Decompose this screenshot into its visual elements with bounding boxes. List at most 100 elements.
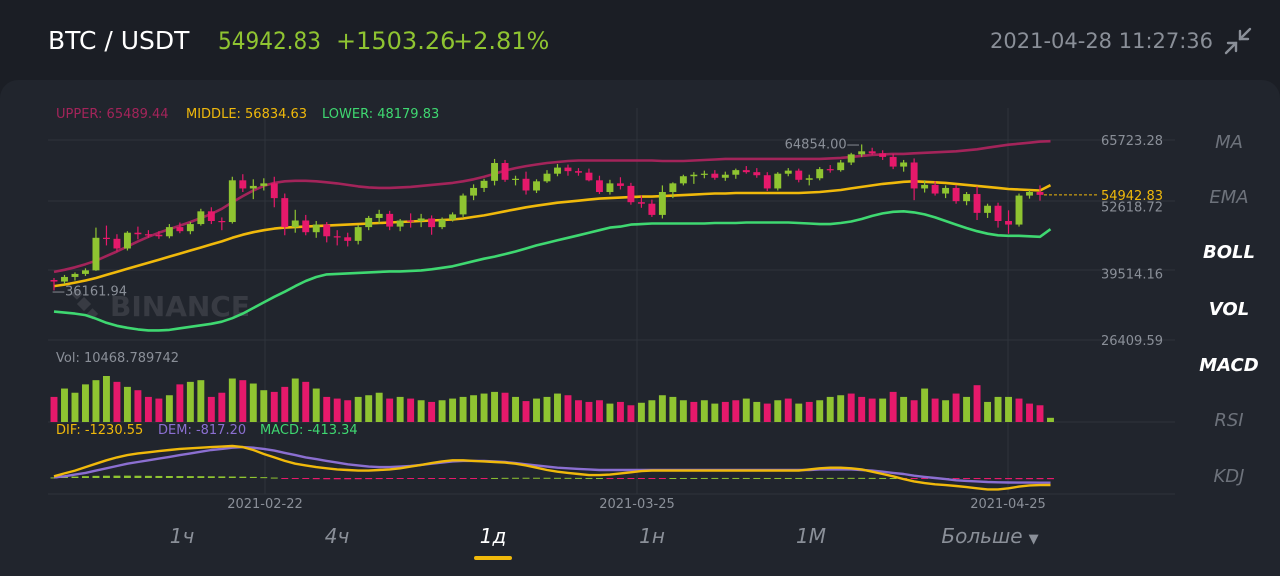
- candle-body: [921, 184, 929, 189]
- candle: [679, 174, 687, 186]
- candle: [564, 164, 572, 176]
- timeframe-tab[interactable]: 1М: [796, 524, 826, 548]
- candle: [1036, 185, 1044, 201]
- candle-body: [239, 180, 247, 189]
- volume-bar: [155, 398, 163, 422]
- volume-bar: [522, 401, 530, 422]
- volume-bar: [942, 400, 950, 422]
- candle: [858, 144, 866, 157]
- candle: [71, 272, 79, 281]
- indicator-ema[interactable]: EMA: [1209, 187, 1249, 208]
- candle: [900, 159, 908, 172]
- candle-body: [763, 175, 771, 189]
- macd-histogram-bar: [92, 475, 100, 478]
- candle: [407, 213, 415, 228]
- timeframe-tab[interactable]: 1н: [639, 524, 665, 548]
- candlestick-chart[interactable]: BINANCE UPPER: 65489.44 MIDDLE: 56834.63…: [0, 80, 1190, 520]
- macd-histogram-bar: [805, 477, 813, 479]
- timeframe-tab-label: Больше: [941, 524, 1023, 548]
- volume-bar: [742, 398, 750, 422]
- volume-bar: [123, 386, 131, 422]
- timeframe-tab[interactable]: 4ч: [325, 524, 350, 548]
- candle-body: [606, 183, 614, 193]
- exit-fullscreen-icon[interactable]: [1224, 27, 1252, 55]
- candle-body: [816, 169, 824, 179]
- macd-histogram-bar: [700, 477, 708, 479]
- volume-bar: [606, 403, 614, 422]
- macd-histogram-bar: [354, 478, 362, 480]
- candle-body: [774, 173, 782, 189]
- volume-bar: [952, 393, 960, 422]
- price-change: +1503.26: [336, 27, 456, 55]
- indicator-kdj[interactable]: KDJ: [1213, 466, 1245, 487]
- volume-bar: [354, 396, 362, 422]
- candle: [302, 214, 310, 236]
- macd-histogram-bar: [721, 477, 729, 479]
- candle: [113, 234, 121, 252]
- candle-body: [333, 236, 341, 238]
- indicator-boll[interactable]: BOLL: [1203, 242, 1255, 263]
- candle: [826, 165, 834, 173]
- volume-bar: [375, 392, 383, 422]
- candle-body: [879, 153, 887, 157]
- macd-histogram-bar: [144, 475, 152, 478]
- volume-bar: [365, 395, 373, 422]
- timeframe-tab[interactable]: 1ч: [170, 524, 195, 548]
- indicator-macd[interactable]: MACD: [1199, 355, 1259, 376]
- candle-body: [994, 205, 1002, 222]
- macd-histogram-bar: [501, 477, 509, 479]
- candle-body: [354, 227, 362, 241]
- macd-histogram-bar: [575, 477, 582, 479]
- macd-histogram-bar: [753, 477, 761, 479]
- timeframe-tab-label: 1н: [639, 524, 665, 548]
- candle: [984, 203, 992, 218]
- macd-histogram-bar: [396, 478, 404, 479]
- volume-bar: [207, 396, 215, 422]
- macd-histogram-bar: [564, 477, 572, 479]
- indicator-vol[interactable]: VOL: [1208, 299, 1250, 320]
- macd-histogram-bar: [417, 478, 425, 479]
- candle-body: [249, 185, 257, 189]
- volume-bar: [470, 395, 478, 422]
- candle: [805, 174, 813, 186]
- candle-body: [753, 172, 761, 176]
- macd-histogram-bar: [281, 478, 289, 479]
- watermark-text: BINANCE: [110, 290, 250, 323]
- candle: [973, 186, 981, 220]
- candle: [50, 277, 58, 291]
- ticker-header: BTC / USDT 54942.83 +1503.26 +2.81% 2021…: [0, 0, 1280, 80]
- macd-histogram-bar: [438, 478, 446, 479]
- volume-bar: [1005, 396, 1012, 422]
- indicator-ma[interactable]: MA: [1215, 132, 1243, 153]
- volume-bar: [868, 398, 876, 422]
- volume-bar: [984, 401, 992, 422]
- macd-histogram-bar: [921, 478, 929, 479]
- macd-histogram-bar: [868, 477, 876, 479]
- volume-bar: [249, 383, 257, 422]
- indicator-rsi[interactable]: RSI: [1214, 410, 1244, 431]
- macd-histogram-bar: [197, 476, 205, 478]
- candle: [249, 179, 257, 200]
- candle-body: [711, 173, 719, 178]
- legend-middle: MIDDLE: 56834.63: [186, 107, 307, 122]
- candle: [449, 212, 457, 222]
- candle: [155, 231, 163, 239]
- candle-body: [123, 232, 131, 249]
- candle: [942, 185, 950, 199]
- candle: [700, 170, 708, 179]
- candle: [669, 182, 677, 199]
- candle-body: [365, 217, 373, 228]
- candle-body: [616, 183, 624, 186]
- candle-body: [438, 219, 446, 228]
- timeframe-tab[interactable]: Больше ▼: [941, 524, 1038, 548]
- last-price-label: 54942.83: [1101, 189, 1163, 204]
- volume-bar: [113, 381, 121, 422]
- candle-body: [82, 270, 89, 274]
- timeframe-tab[interactable]: 1д: [480, 524, 507, 548]
- macd-histogram-bar: [113, 475, 121, 478]
- macd-histogram-bar: [910, 478, 918, 479]
- macd-histogram-bar: [176, 476, 184, 478]
- macd-histogram-bar: [323, 478, 331, 480]
- macd-histogram-bar: [186, 476, 194, 478]
- volume-bar: [616, 401, 624, 422]
